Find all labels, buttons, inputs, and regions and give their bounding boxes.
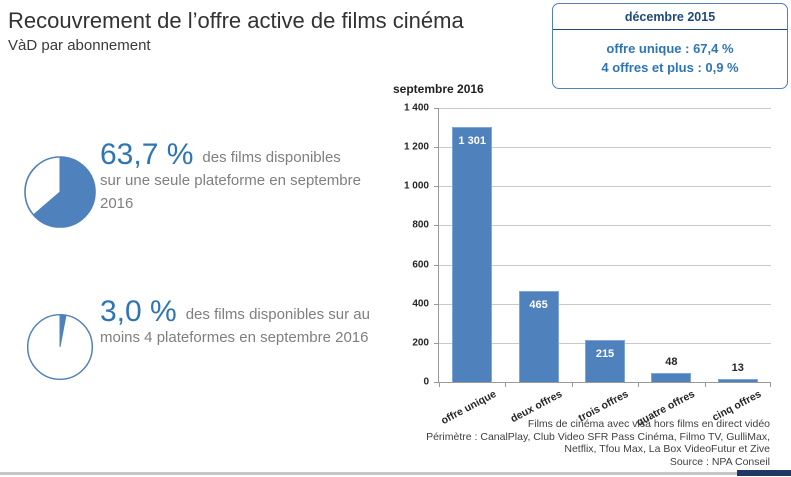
page-subtitle: VàD par abonnement — [8, 37, 151, 54]
bar-value-label: 13 — [731, 362, 744, 374]
grid-line — [439, 225, 771, 227]
bar-value-label: 48 — [665, 356, 678, 368]
callout-title: décembre 2015 — [553, 4, 787, 30]
callout-body: offre unique : 67,4 % 4 offres et plus :… — [553, 30, 787, 88]
bar-trois-offres — [585, 340, 625, 382]
stat-63-percent: 63,7 % des films disponibles sur une seul… — [100, 140, 362, 215]
x-axis-tick — [439, 383, 440, 387]
y-tick-label: 400 — [412, 298, 429, 310]
footer-line-1: Films de cinéma avec visa hors films en … — [527, 418, 770, 430]
bottom-divider — [0, 472, 791, 475]
grid-line — [439, 108, 771, 109]
bar-value-label: 465 — [529, 299, 548, 311]
callout-line-offre-unique: offre unique : 67,4 % — [606, 41, 734, 56]
bottom-accent-bar — [737, 470, 791, 476]
callout-line-4-offres: 4 offres et plus : 0,9 % — [601, 60, 739, 75]
y-axis-tick — [434, 225, 439, 227]
y-axis-tick — [434, 108, 439, 109]
chart-title: septembre 2016 — [393, 82, 484, 96]
plot-area: 1 400 1 200 1 000 800 600 400 200 0 1 301 offre u… — [404, 103, 771, 429]
stat-3-value: 3,0 % — [100, 295, 177, 328]
page-title: Recouvrement de l’offre active de films … — [8, 8, 464, 33]
stat-63-text: des films disponibles sur une seule plat… — [100, 149, 361, 212]
x-axis-tick — [505, 383, 507, 387]
y-tick-label: 0 — [423, 376, 429, 388]
y-axis-tick — [434, 147, 439, 149]
y-axis-tick — [434, 303, 439, 305]
footer-line-4: Source : NPA Conseil — [669, 455, 770, 468]
x-axis-tick — [704, 383, 706, 387]
y-tick-label: 600 — [412, 259, 429, 271]
x-axis-tick — [638, 383, 640, 387]
bar-quatre-offres — [651, 373, 692, 382]
pie-chart-3-percent-icon — [26, 313, 94, 381]
grid-line — [439, 147, 771, 149]
stat-3-text: des films disponibles sur au moins 4 pla… — [100, 306, 370, 346]
bar-value-label: 215 — [595, 348, 615, 360]
grid-line — [439, 303, 771, 305]
bar-cinq-offres — [717, 379, 758, 382]
y-axis-tick — [434, 264, 439, 266]
source-note: Films de cinéma avec visa hors films en … — [426, 418, 770, 468]
y-axis-tick — [434, 382, 439, 383]
header: Recouvrement de l’offre active de films … — [8, 8, 464, 54]
footer-line-3: Netflix, Tfou Max, La Box VideoFutur et … — [564, 443, 770, 455]
stat-63-value: 63,7 % — [100, 138, 194, 171]
grid-line — [439, 186, 771, 188]
bar-deux-offres — [518, 291, 559, 382]
december-2015-callout: décembre 2015 offre unique : 67,4 % 4 of… — [552, 3, 788, 89]
pie-chart-63-percent-icon — [24, 156, 96, 228]
bar-value-label: 1 301 — [458, 135, 486, 147]
y-tick-label: 1 400 — [403, 102, 429, 114]
y-axis-tick — [434, 342, 439, 344]
bar-chart: septembre 2016 1 400 1 200 1 000 800 600 400 2… — [384, 82, 784, 429]
y-tick-label: 800 — [412, 219, 429, 231]
grid-line — [439, 264, 771, 266]
bar-offre-unique — [452, 127, 493, 382]
stat-3-percent: 3,0 % des films disponibles sur au moins … — [100, 297, 380, 349]
x-axis-tick — [770, 383, 771, 387]
footer-line-2: Périmètre : CanalPlay, Club Video SFR Pa… — [426, 430, 770, 443]
x-axis-tick — [571, 383, 573, 387]
y-tick-label: 1 200 — [403, 141, 429, 153]
y-tick-label: 1 000 — [403, 180, 429, 192]
y-axis-tick — [434, 186, 439, 188]
y-tick-label: 200 — [412, 337, 429, 349]
